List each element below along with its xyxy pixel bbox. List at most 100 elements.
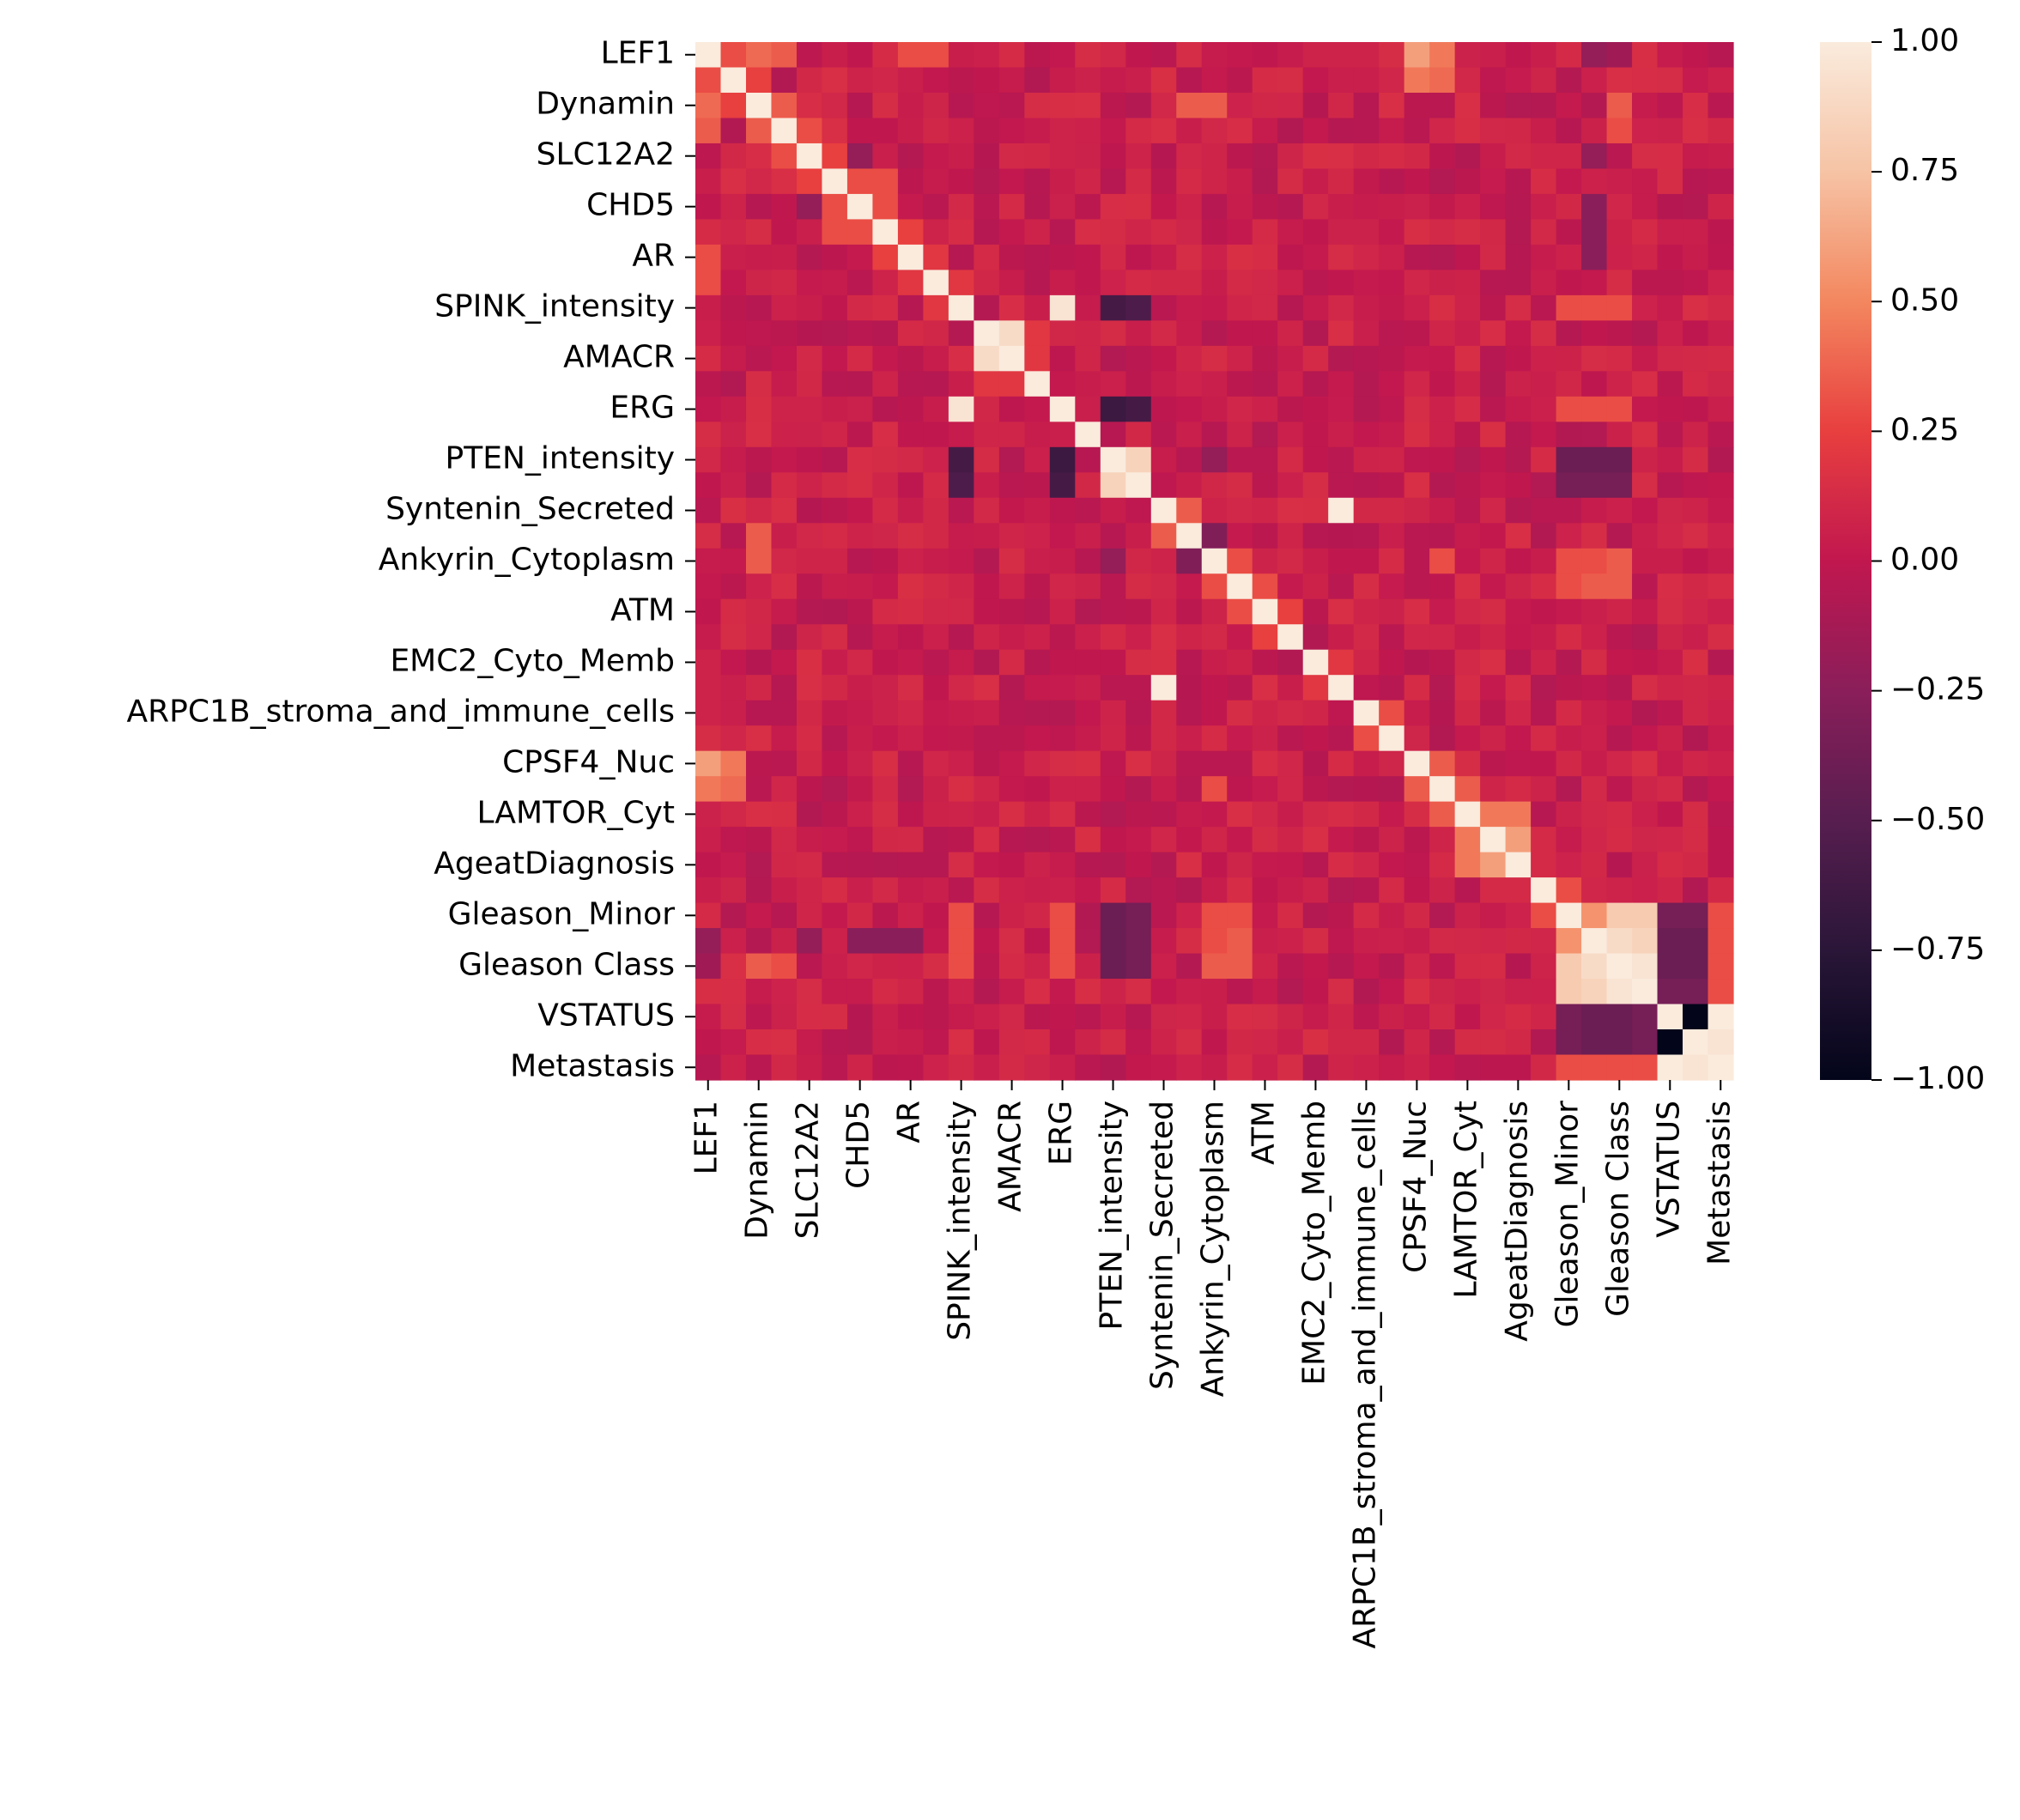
heatmap-cell: [1657, 700, 1683, 726]
heatmap-cell: [1454, 598, 1481, 625]
heatmap-cell: [745, 396, 773, 422]
heatmap-cell: [1581, 979, 1608, 1005]
heatmap-cell: [846, 497, 874, 524]
heatmap-cell: [695, 953, 722, 980]
heatmap-cell: [1125, 422, 1152, 448]
heatmap-cell: [745, 801, 773, 828]
heatmap-cell: [1480, 320, 1507, 347]
heatmap-cell: [1328, 1004, 1355, 1030]
heatmap-cell: [1150, 396, 1177, 422]
heatmap-cell: [796, 446, 823, 473]
heatmap-cell: [1277, 497, 1304, 524]
heatmap-cell: [1581, 446, 1608, 473]
heatmap-cell: [1201, 877, 1228, 904]
heatmap-cell: [1302, 928, 1329, 955]
heatmap-cell: [1429, 700, 1456, 726]
heatmap-cell: [948, 700, 974, 726]
heatmap-cell: [1657, 67, 1683, 94]
heatmap-cell: [1404, 827, 1430, 853]
heatmap-cell: [1429, 446, 1456, 473]
heatmap-cell: [1201, 523, 1228, 549]
heatmap-cell: [1404, 902, 1430, 929]
heatmap-cell: [1150, 168, 1177, 195]
heatmap-cell: [1075, 852, 1101, 878]
heatmap-cell: [1632, 270, 1659, 296]
heatmap-cell: [1353, 67, 1380, 94]
heatmap-cell: [1632, 497, 1659, 524]
heatmap-cell: [1632, 143, 1659, 170]
heatmap-cell: [1277, 979, 1304, 1005]
heatmap-cell: [1657, 902, 1683, 929]
heatmap-cell: [1632, 193, 1659, 221]
heatmap-cell: [796, 244, 823, 270]
heatmap-cell: [897, 548, 924, 574]
heatmap-cell: [745, 523, 773, 549]
heatmap-cell: [1302, 776, 1329, 803]
heatmap-cell: [872, 67, 899, 94]
heatmap-cell: [1454, 852, 1481, 878]
heatmap-cell: [1556, 928, 1582, 955]
heatmap-cell: [1075, 42, 1101, 69]
heatmap-cell: [998, 624, 1025, 651]
heatmap-cell: [998, 979, 1025, 1005]
heatmap-cell: [1252, 902, 1278, 929]
heatmap-cell: [771, 219, 798, 246]
heatmap-cell: [1176, 548, 1203, 574]
heatmap-cell: [1480, 67, 1507, 94]
heatmap-cell: [1176, 422, 1203, 448]
heatmap-cell: [1075, 750, 1101, 777]
heatmap-cell: [1556, 852, 1582, 878]
heatmap-cell: [1379, 598, 1405, 625]
heatmap-cell: [1252, 446, 1278, 473]
heatmap-cell: [974, 725, 1000, 752]
heatmap-cell: [1353, 700, 1380, 726]
heatmap-cell: [695, 193, 722, 221]
heatmap-cell: [1480, 928, 1507, 955]
heatmap-cell: [1125, 497, 1152, 524]
x-tick-label: ERG: [1044, 1101, 1079, 1166]
heatmap-cell: [1606, 776, 1633, 803]
heatmap-cell: [1708, 422, 1734, 448]
heatmap-cell: [998, 548, 1025, 574]
y-tick-label: AgeatDiagnosis: [434, 846, 675, 881]
heatmap-cell: [1531, 523, 1557, 549]
heatmap-cell: [1075, 422, 1101, 448]
heatmap-cell: [1505, 396, 1532, 422]
heatmap-cell: [1480, 118, 1507, 144]
heatmap-cell: [872, 928, 899, 955]
heatmap-cell: [948, 446, 974, 473]
heatmap-cell: [1150, 371, 1177, 397]
heatmap-cell: [1227, 371, 1253, 397]
heatmap-cell: [1581, 953, 1608, 980]
heatmap-cell: [720, 573, 747, 600]
heatmap-cell: [1075, 244, 1101, 270]
heatmap-cell: [1429, 497, 1456, 524]
heatmap-cell: [1606, 979, 1633, 1005]
heatmap-cell: [1683, 446, 1709, 473]
heatmap-cell: [1632, 700, 1659, 726]
heatmap-cell: [1277, 902, 1304, 929]
heatmap-cell: [745, 168, 773, 195]
heatmap-cell: [872, 827, 899, 853]
heatmap-cell: [1150, 750, 1177, 777]
heatmap-cell: [1150, 598, 1177, 625]
heatmap-cell: [1100, 1029, 1126, 1056]
heatmap-cell: [1581, 827, 1608, 853]
heatmap-cell: [1227, 345, 1253, 372]
heatmap-cell: [1353, 396, 1380, 422]
heatmap-cell: [1657, 801, 1683, 828]
heatmap-cell: [1581, 92, 1608, 119]
heatmap-cell: [1176, 396, 1203, 422]
heatmap-cell: [1328, 523, 1355, 549]
heatmap-cell: [1277, 598, 1304, 625]
heatmap-cell: [1632, 42, 1659, 69]
heatmap-cell: [1075, 877, 1101, 904]
heatmap-cell: [998, 1029, 1025, 1056]
heatmap-cell: [1581, 345, 1608, 372]
heatmap-cell: [1606, 725, 1633, 752]
heatmap-cell: [1505, 523, 1532, 549]
heatmap-cell: [1480, 953, 1507, 980]
y-tick-label: Dynamin: [536, 87, 675, 122]
heatmap-cell: [948, 42, 974, 69]
heatmap-cell: [695, 523, 722, 549]
